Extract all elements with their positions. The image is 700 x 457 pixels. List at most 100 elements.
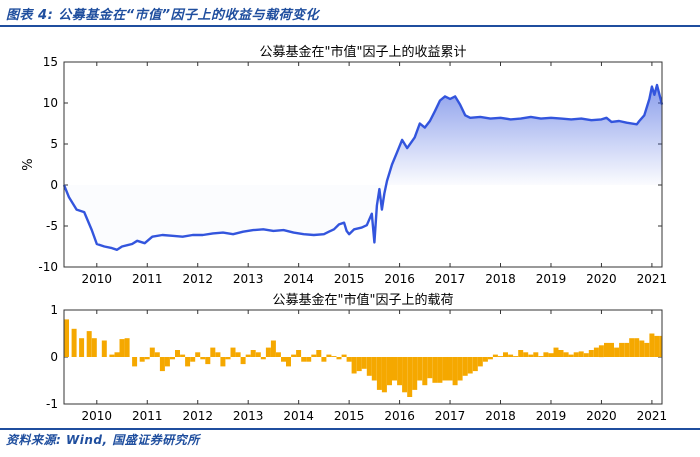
loading-bar xyxy=(71,328,77,357)
loading-bar xyxy=(508,354,514,357)
loading-bar xyxy=(245,354,251,357)
loading-bar xyxy=(341,354,347,357)
loading-bar xyxy=(472,357,478,372)
loading-bar xyxy=(422,357,428,386)
x-tick-label: 2013 xyxy=(233,409,264,422)
x-tick-label: 2021 xyxy=(637,409,668,422)
loading-bar xyxy=(553,347,559,357)
loading-bar xyxy=(639,340,645,357)
loading-bar xyxy=(578,351,584,357)
loading-bar xyxy=(513,356,519,357)
loading-bar xyxy=(392,357,397,381)
y-tick-label: 0 xyxy=(50,350,58,364)
y-axis-label: % xyxy=(21,158,36,170)
y-tick-label: -1 xyxy=(46,397,58,411)
loading-bar xyxy=(250,350,256,357)
loading-bar xyxy=(624,342,630,357)
y-tick-label: 1 xyxy=(50,303,58,317)
x-tick-label: 2010 xyxy=(82,272,113,286)
loading-bar xyxy=(614,347,620,357)
x-tick-label: 2017 xyxy=(435,409,466,422)
loading-bar xyxy=(371,357,377,381)
top-rule xyxy=(0,25,700,27)
loading-bar xyxy=(240,357,246,365)
loading-bar xyxy=(321,357,327,362)
loading-bar xyxy=(432,357,438,383)
y-tick-label: 0 xyxy=(50,178,58,192)
x-tick-label: 2016 xyxy=(384,272,415,286)
loading-bar xyxy=(154,352,160,357)
loading-bar xyxy=(467,357,473,374)
loading-bar xyxy=(281,357,286,362)
y-tick-label: -5 xyxy=(46,219,58,233)
x-tick-label: 2020 xyxy=(586,272,617,286)
return-line xyxy=(62,83,664,251)
chart-title: 公募基金在"市值"因子上的收益累计 xyxy=(260,44,467,60)
loading-bar xyxy=(119,339,125,357)
loading-bar xyxy=(215,352,221,357)
y-tick-label: 5 xyxy=(50,137,58,151)
loading-bar xyxy=(296,350,302,357)
loading-bar xyxy=(452,357,458,386)
loading-bar xyxy=(195,352,201,357)
loading-bar xyxy=(659,335,662,357)
loading-bar xyxy=(311,354,317,357)
plot-frame xyxy=(63,309,663,405)
loading-bar xyxy=(376,357,382,390)
loading-bar xyxy=(361,357,367,369)
loading-bar xyxy=(558,350,564,357)
loading-bar xyxy=(346,357,352,362)
loading-bar xyxy=(144,357,150,360)
loading-bar xyxy=(528,354,534,357)
loading-bar xyxy=(260,357,266,360)
bottom-rule xyxy=(0,428,700,430)
y-tick-label: -10 xyxy=(38,260,58,274)
loading-bar xyxy=(286,357,291,367)
loading-bar xyxy=(235,352,241,357)
loading-bar xyxy=(397,357,403,386)
x-tick-label: 2011 xyxy=(132,409,163,422)
loading-chart: 公募基金在"市值"因子上的载荷 -1 0 1 2010 2011 2012 2013 2014 2… xyxy=(46,292,668,422)
loading-bar xyxy=(124,338,130,357)
loading-bar xyxy=(573,352,579,357)
loading-bar xyxy=(101,340,107,357)
loading-bar xyxy=(190,357,196,362)
loading-bar xyxy=(609,342,614,357)
loading-bar xyxy=(301,357,307,362)
loading-bar xyxy=(255,352,261,357)
x-tick-label: 2015 xyxy=(334,409,365,422)
loading-bar xyxy=(270,340,276,357)
loading-bar xyxy=(185,357,191,367)
x-tick-label: 2010 xyxy=(82,409,113,422)
loading-bar xyxy=(619,342,625,357)
loading-bar xyxy=(644,342,650,357)
loading-bar xyxy=(492,354,498,357)
loading-bar xyxy=(593,347,599,357)
loading-bar xyxy=(326,354,332,357)
loading-bar xyxy=(164,357,170,367)
loading-bar xyxy=(291,354,297,357)
loading-bar xyxy=(159,357,165,372)
x-tick-label: 2014 xyxy=(283,272,314,286)
loading-bar xyxy=(583,353,589,357)
loading-bar xyxy=(366,357,372,376)
loading-bar xyxy=(180,354,186,357)
loading-bar xyxy=(205,357,211,365)
loading-bar xyxy=(447,357,453,381)
plot-frame xyxy=(63,61,663,268)
x-tick-label: 2014 xyxy=(283,409,314,422)
loading-bar xyxy=(598,345,604,358)
x-tick-label: 2018 xyxy=(485,409,516,422)
loading-bar xyxy=(412,357,418,390)
x-tick-label: 2019 xyxy=(536,409,567,422)
loading-bar xyxy=(230,347,236,357)
loading-bar xyxy=(356,357,362,372)
loading-bar xyxy=(498,356,503,357)
loading-bar xyxy=(604,342,609,357)
y-tick-label: 15 xyxy=(43,55,58,69)
chart-title: 公募基金在"市值"因子上的载荷 xyxy=(273,292,454,308)
loading-bar xyxy=(306,357,312,362)
loading-bar xyxy=(649,333,655,357)
loading-bar xyxy=(132,357,138,367)
loading-bar xyxy=(427,357,433,379)
